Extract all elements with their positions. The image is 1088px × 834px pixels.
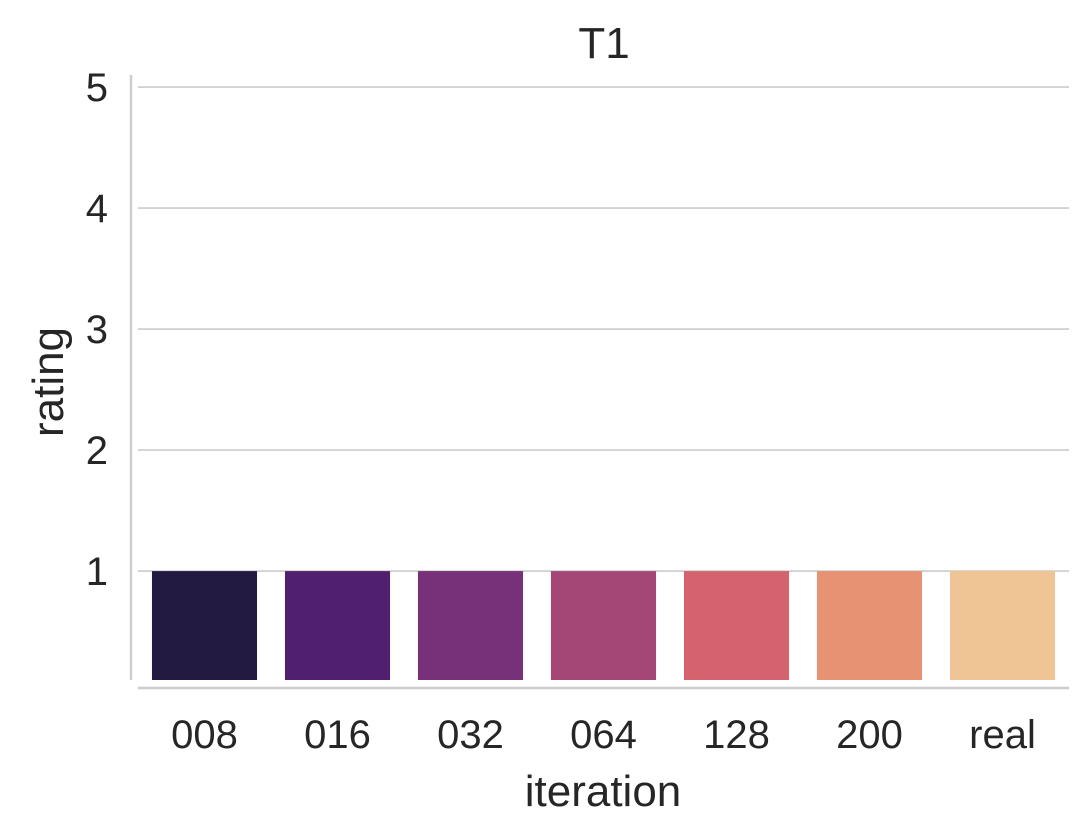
x-tick-label: real — [969, 713, 1036, 757]
chart-title: T1 — [578, 19, 629, 68]
bar-real — [949, 571, 1056, 680]
x-tick-label: 128 — [703, 713, 770, 757]
x-tick-label: 064 — [570, 713, 637, 757]
bar-032 — [417, 571, 524, 680]
x-tick-label: 200 — [836, 713, 903, 757]
y-tick-label: 3 — [86, 308, 108, 352]
bar-128 — [683, 571, 790, 680]
y-tick-label: 5 — [86, 66, 108, 110]
y-tick-label: 1 — [86, 550, 108, 594]
x-tick-label: 016 — [304, 713, 371, 757]
bars — [151, 571, 1056, 680]
x-tick-label: 008 — [171, 713, 238, 757]
bar-200 — [816, 571, 923, 680]
y-tick-label: 4 — [86, 187, 108, 231]
x-tick-label: 032 — [437, 713, 504, 757]
x-axis-label: iteration — [525, 767, 682, 816]
bar-008 — [151, 571, 258, 680]
bar-064 — [550, 571, 657, 680]
x-tick-labels: 008 016 032 064 128 200 real — [171, 713, 1036, 757]
y-axis-label: rating — [24, 327, 73, 437]
y-gridlines — [138, 86, 1069, 572]
bar-016 — [284, 571, 391, 680]
y-tick-labels: 1 2 3 4 5 — [86, 66, 108, 594]
y-tick-label: 2 — [86, 429, 108, 473]
